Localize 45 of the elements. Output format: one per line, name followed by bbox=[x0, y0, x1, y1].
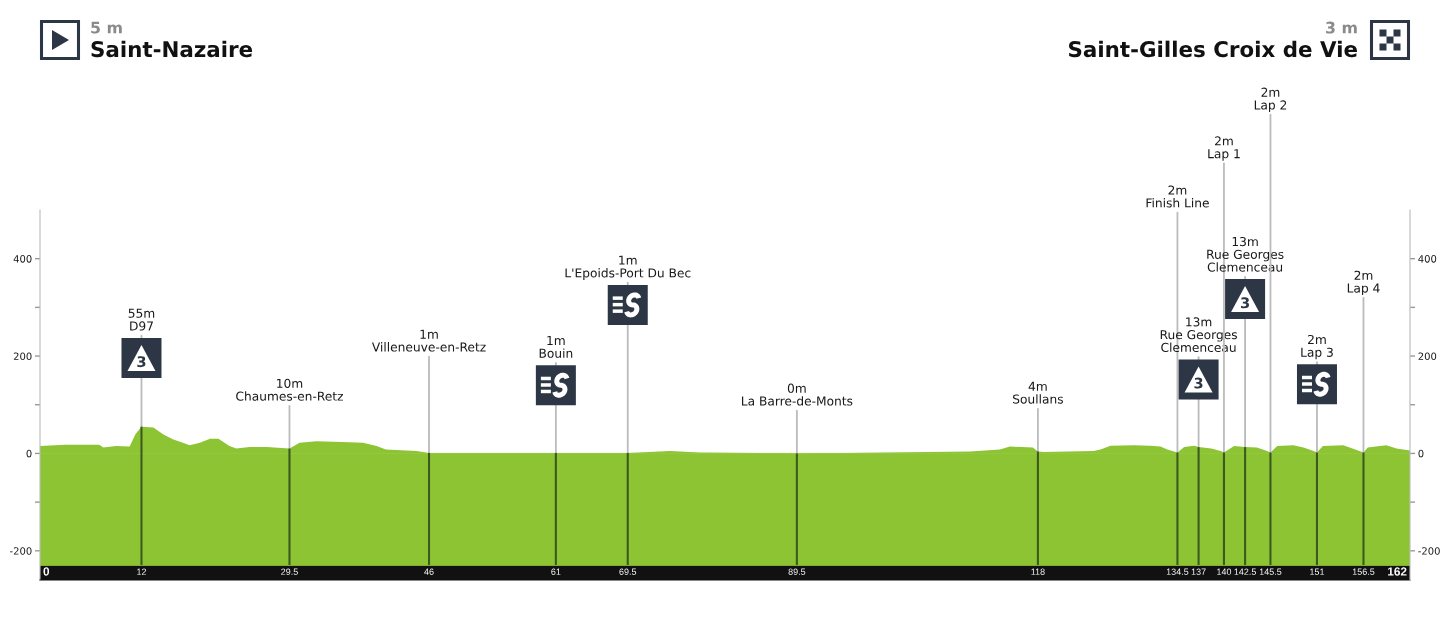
x-tick-label: 137 bbox=[1191, 568, 1206, 575]
annotation: 2m Lap 4 bbox=[1347, 270, 1380, 296]
annotation: 13m Rue Georges Clemenceau bbox=[1207, 236, 1284, 272]
x-tick-label: 145.5 bbox=[1259, 568, 1282, 575]
y-tick-label: -200 bbox=[10, 547, 32, 555]
annotation: 1m Bouin bbox=[539, 336, 573, 358]
x-tick-label: 46 bbox=[424, 568, 434, 575]
annotation: 3 bbox=[137, 356, 146, 368]
annotation: 1m Villeneuve-en-Retz bbox=[371, 329, 486, 352]
x-tick-label: 61 bbox=[551, 568, 561, 575]
x-tick-label: 140 bbox=[1217, 568, 1232, 575]
x-tick-label: 89.5 bbox=[788, 568, 806, 575]
x-tick-label: 12 bbox=[137, 568, 147, 575]
annotation: 55m D97 bbox=[128, 308, 155, 331]
y2-tick-label: 200 bbox=[1418, 352, 1437, 360]
annotation: 2m Lap 1 bbox=[1208, 136, 1240, 161]
y-tick-label: 0 bbox=[26, 449, 32, 458]
x-tick-label: 134.5 bbox=[1166, 568, 1189, 575]
annotation: 3 bbox=[1240, 297, 1250, 309]
text: 5 m bbox=[91, 21, 122, 34]
x-tick-label: 69.5 bbox=[619, 568, 637, 575]
x-tick-label: 151 bbox=[1310, 568, 1325, 575]
annotation: 4m Soullans bbox=[1013, 381, 1063, 404]
x-tick-label: 156.5 bbox=[1352, 568, 1375, 575]
y2-tick-label: 400 bbox=[1418, 255, 1437, 263]
text: 3 m bbox=[1326, 21, 1357, 34]
annotation: 2m Lap 2 bbox=[1254, 87, 1287, 112]
y2-tick-label: -200 bbox=[1418, 547, 1440, 555]
x-tick-label: 162 bbox=[1388, 567, 1407, 576]
text: Saint-Nazaire bbox=[91, 40, 253, 58]
y2-tick-label: 0 bbox=[1418, 449, 1424, 458]
annotation: 3 bbox=[1194, 377, 1203, 389]
annotation: 10m Chaumes-en-Retz bbox=[236, 378, 343, 401]
annotation: 0m La Barre-de-Monts bbox=[742, 383, 853, 406]
y-tick-label: 400 bbox=[13, 255, 32, 263]
x-tick-label: 29.5 bbox=[281, 568, 298, 575]
y-tick-label: 200 bbox=[13, 352, 32, 360]
x-tick-label: 142.5 bbox=[1234, 568, 1257, 575]
annotation: 13m Rue Georges Clemenceau bbox=[1160, 317, 1237, 353]
annotation: 1m L'Epoids-Port Du Bec bbox=[565, 255, 691, 280]
annotation: 2m Finish Line bbox=[1146, 185, 1209, 208]
annotation: 2m Lap 3 bbox=[1301, 334, 1333, 360]
x-tick-label: 118 bbox=[1031, 568, 1045, 575]
text: Saint-Gilles Croix de Vie bbox=[1069, 40, 1357, 58]
x-tick-label: 0 bbox=[43, 567, 50, 576]
